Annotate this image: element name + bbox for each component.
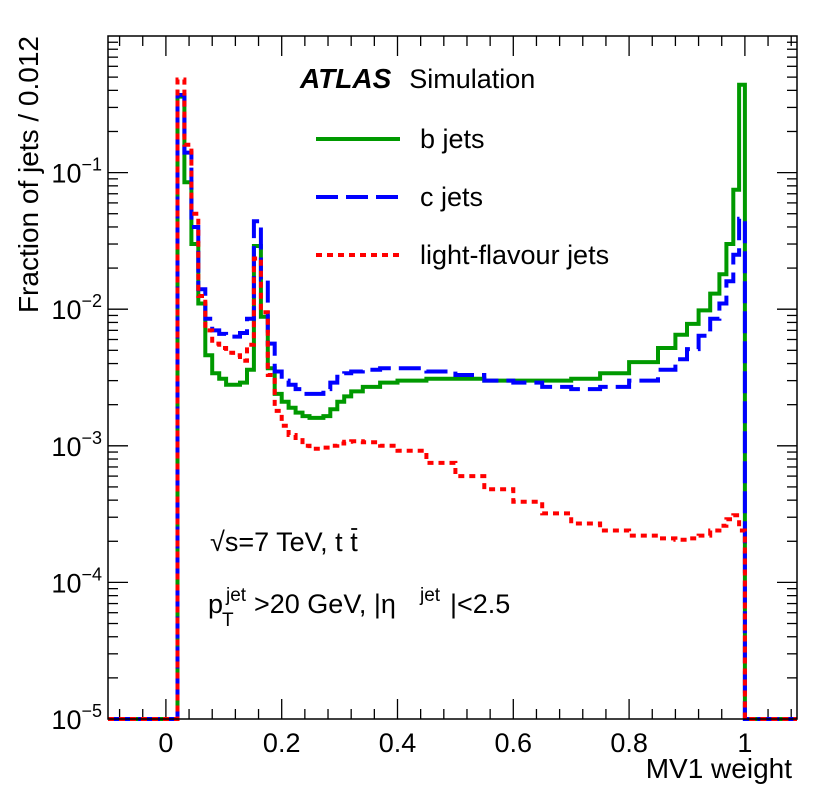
- cuts-p-jet: jet: [225, 585, 247, 606]
- cuts-annotation: p: [208, 589, 223, 619]
- x-tick-label: 0.2: [263, 728, 301, 758]
- x-tick-label: 0.4: [379, 728, 417, 758]
- y-tick-label: 10−4: [51, 564, 102, 598]
- atlas-label: ATLAS Simulation: [299, 63, 535, 94]
- y-tick-base: 10: [51, 568, 81, 598]
- x-tick-label: 0.8: [610, 728, 648, 758]
- legend: b jets c jets light-flavour jets: [316, 124, 609, 270]
- y-tick-base: 10: [51, 432, 81, 462]
- plot-frame: [107, 35, 798, 720]
- y-tick-base: 10: [51, 705, 81, 735]
- series-layer: [108, 77, 797, 721]
- x-tick-label: 0: [158, 728, 173, 758]
- series-c-jets: [108, 93, 797, 721]
- energy-annotation: √s=7 TeV, t t: [210, 527, 358, 557]
- axis-ticks: 0 0.2 0.4 0.6 0.8 110−110−210−310−410−5: [51, 36, 797, 758]
- y-tick-exponent: −4: [81, 564, 102, 584]
- y-tick-exponent: −5: [81, 701, 102, 721]
- series-b-jets: [108, 82, 797, 721]
- y-tick-base: 10: [51, 159, 81, 189]
- atlas-simulation: Simulation: [409, 64, 535, 94]
- y-tick-base: 10: [51, 295, 81, 325]
- cuts-eta-jet: jet: [419, 585, 441, 606]
- y-tick-exponent: −2: [81, 291, 102, 311]
- legend-b-jets-label: b jets: [420, 124, 485, 154]
- series-light-flavour-jets: [108, 77, 797, 721]
- x-tick-label: 1: [737, 728, 752, 758]
- legend-light-jets-label: light-flavour jets: [420, 240, 609, 270]
- y-tick-label: 10−3: [51, 428, 102, 462]
- y-axis-title: Fraction of jets / 0.012: [13, 36, 44, 313]
- cuts-end: |<2.5: [450, 589, 510, 619]
- x-tick-label: 0.6: [495, 728, 533, 758]
- atlas-experiment: ATLAS: [299, 63, 392, 94]
- energy-tbar: t: [350, 527, 358, 557]
- cuts-p-T: T: [222, 610, 234, 631]
- cuts-middle: >20 GeV, |η: [254, 589, 396, 619]
- energy-text: √s=7 TeV, t: [210, 527, 343, 557]
- x-axis-title: MV1 weight: [646, 753, 793, 784]
- y-tick-label: 10−2: [51, 291, 102, 325]
- legend-c-jets-label: c jets: [420, 182, 483, 212]
- y-tick-exponent: −3: [81, 428, 102, 448]
- cuts-p: p: [208, 589, 223, 619]
- y-tick-exponent: −1: [81, 155, 102, 175]
- y-tick-label: 10−1: [51, 155, 102, 189]
- y-tick-label: 10−5: [51, 701, 102, 735]
